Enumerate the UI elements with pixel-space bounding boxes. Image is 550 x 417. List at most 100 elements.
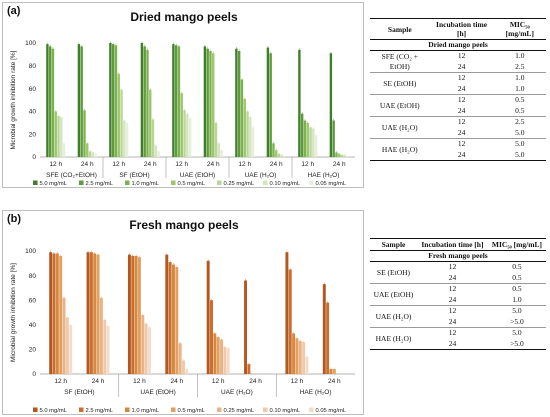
bar — [206, 260, 210, 374]
bar — [147, 327, 151, 374]
y-tick-label: 100 — [25, 248, 36, 255]
table-sample: SE (EtOH) — [376, 267, 411, 277]
x-tick-label: 24 h — [170, 378, 183, 385]
bar — [109, 43, 112, 157]
x-tick-label: 12 h — [112, 161, 125, 168]
bar — [114, 45, 118, 157]
group-label: SFE (CO₂+EtOH) — [46, 172, 97, 179]
table-sample: SFE (CO₂ + EtOH) — [381, 51, 419, 71]
x-tick-label: 24 h — [92, 378, 105, 385]
bar — [226, 348, 230, 374]
bar — [154, 145, 158, 157]
bar — [206, 48, 209, 158]
table-row: 24 0.5 — [370, 273, 546, 284]
legend-swatch — [217, 180, 222, 185]
y-tick-label: 0 — [32, 371, 36, 378]
bar — [292, 333, 296, 374]
table-mic: 1.0 — [515, 83, 525, 93]
group-label: UAE (EtOH) — [180, 172, 215, 179]
bar — [186, 113, 189, 157]
table-time: 12 — [457, 51, 466, 61]
bar — [103, 319, 107, 374]
x-tick-label: 12 h — [301, 161, 314, 168]
table-mic: 5.0 — [515, 149, 525, 159]
table-time: 12 — [416, 327, 488, 339]
table-header-sample: Sample — [370, 238, 417, 251]
bar — [157, 151, 160, 157]
bar — [146, 49, 149, 158]
bar — [83, 110, 86, 157]
table-mic: 2.5 — [493, 116, 546, 128]
x-tick-label: 24 h — [328, 378, 341, 385]
mic-table-fresh: Sample Incubation time [h] MIC₅₀ [mg/mL] Fr… — [370, 238, 546, 350]
table-row: 24 0.5 — [370, 106, 546, 117]
table-mic: 0.5 — [512, 272, 522, 282]
bar — [99, 297, 103, 374]
bar — [127, 254, 131, 374]
legend-swatch — [263, 407, 268, 412]
bar — [93, 253, 97, 374]
bar — [237, 50, 241, 158]
legend-swatch — [125, 180, 130, 185]
bar — [77, 44, 81, 157]
bar — [54, 111, 57, 157]
x-tick-label: 24 h — [207, 161, 220, 168]
table-mic: 1.0 — [512, 294, 522, 304]
bar — [302, 342, 306, 374]
table-time: 24 — [457, 105, 466, 115]
bar — [220, 339, 223, 374]
bar — [137, 257, 141, 374]
y-tick-label: 40 — [29, 322, 37, 329]
y-tick-label: 60 — [29, 297, 37, 304]
x-tick-label: 12 h — [133, 378, 146, 385]
bar — [60, 117, 63, 157]
bar — [151, 119, 155, 157]
bar — [175, 266, 179, 374]
bar — [303, 120, 307, 157]
legend-swatch — [171, 407, 176, 412]
x-tick-label: 24 h — [333, 161, 346, 168]
y-tick-label: 0 — [32, 154, 36, 161]
table-mic: 5.0 — [493, 138, 546, 150]
bar — [174, 45, 178, 157]
bar — [89, 252, 93, 374]
table-mic: >5.0 — [510, 316, 524, 326]
table-category: Dried mango peels — [370, 39, 546, 51]
table-time: 24 — [448, 338, 457, 348]
table-time: 24 — [457, 83, 466, 93]
table-mic: 5.0 — [487, 305, 546, 317]
bar — [180, 93, 183, 157]
x-tick-label: 12 h — [54, 378, 67, 385]
legend-label: 0.25 mg/mL — [224, 408, 255, 414]
bar — [249, 117, 252, 157]
bar — [141, 314, 145, 374]
bar — [329, 369, 333, 374]
legend-swatch — [217, 407, 222, 412]
table-time: 24 — [457, 127, 466, 137]
bar — [243, 98, 246, 157]
bar — [216, 337, 220, 374]
legend-label: 2.5 mg/mL — [86, 181, 114, 187]
table-time: 12 — [429, 94, 494, 106]
table-time: 24 — [448, 316, 457, 326]
bar — [91, 152, 95, 157]
bar — [269, 53, 272, 158]
chart-panel-dried: (a) Dried mango peels Microbial growth i… — [2, 2, 364, 188]
bar — [220, 150, 223, 157]
table-mic: 0.5 — [512, 262, 522, 272]
bar — [266, 47, 270, 158]
table-row: SE (EtOH) 12 0.5 — [370, 262, 546, 276]
bar — [62, 297, 66, 374]
bar — [48, 46, 52, 157]
legend-swatch — [309, 407, 314, 412]
legend-label: 0.25 mg/mL — [224, 181, 255, 187]
legend-swatch — [309, 180, 314, 185]
bar — [340, 154, 344, 157]
x-tick-label: 24 h — [270, 161, 283, 168]
bar — [298, 340, 302, 374]
bar — [55, 253, 59, 374]
bar — [309, 127, 312, 157]
table-row: 24 5.0 — [370, 150, 546, 161]
bar — [144, 323, 148, 374]
bar — [338, 153, 341, 157]
